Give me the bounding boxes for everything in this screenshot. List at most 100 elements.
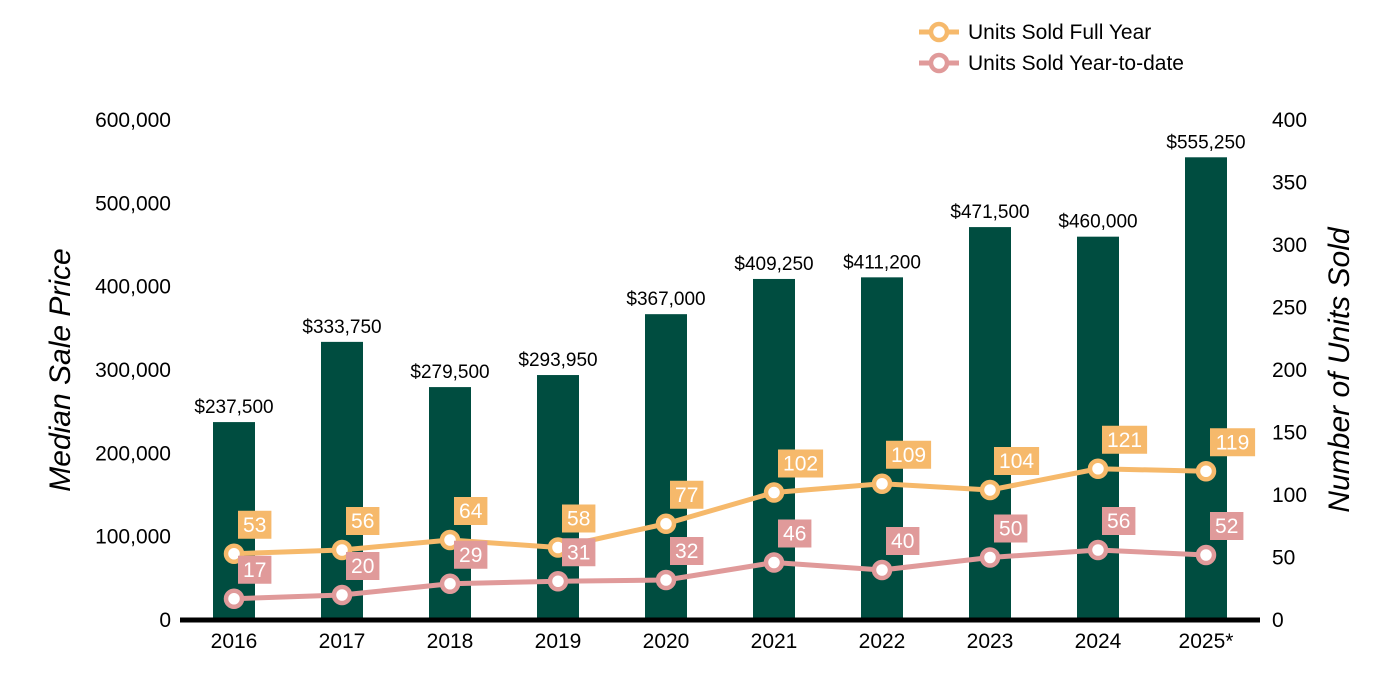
point-label-box (346, 552, 380, 580)
point-value-label: 56 (1107, 510, 1130, 533)
point-value-label: 77 (675, 484, 698, 507)
bar-value-label: $409,250 (734, 254, 813, 275)
point-label-box (994, 514, 1028, 543)
point-label-box (346, 507, 380, 535)
point-value-label: 58 (567, 508, 590, 531)
point-value-label: 53 (243, 514, 266, 537)
axis-layer: 2016 2017 2018 2019 2020 2021 2022 2023 2024 2025… (44, 109, 1356, 653)
x-tick-label: 2016 (211, 630, 258, 653)
point-label-box (670, 480, 704, 509)
y2-tick-label: 150 (1272, 422, 1307, 445)
y-tick-label: 400,000 (95, 276, 171, 299)
y-axis-title: Median Sale Price (44, 248, 77, 491)
labels-layer: 53 56 64 58 77 102 109 104 121 119 17 20 29 31 32 46 40 5… (238, 425, 1256, 584)
series-point (655, 569, 677, 591)
point-label-box (562, 538, 596, 567)
bar-value-label: $237,500 (194, 397, 273, 418)
point-label-box (778, 519, 812, 548)
y-tick-label: 600,000 (95, 109, 171, 132)
point-label-box (778, 449, 824, 478)
bar-2020 (645, 314, 687, 620)
series-point (763, 482, 785, 503)
point-value-label: 64 (459, 500, 483, 523)
point-value-label: 56 (351, 510, 374, 533)
y-tick-label: 0 (159, 609, 171, 632)
series-point (763, 552, 785, 573)
x-tick-label: 2020 (643, 630, 690, 653)
y2-tick-label: 50 (1272, 547, 1295, 570)
series-point (979, 479, 1001, 501)
y2-axis-title: Number of Units Sold (1323, 226, 1356, 512)
point-value-label: 104 (999, 450, 1034, 473)
series-point (655, 513, 677, 534)
legend: Units Sold Full Year Units Sold Year-to-d… (919, 21, 1184, 75)
point-label-box (562, 504, 596, 533)
x-tick-label: 2019 (535, 630, 582, 653)
bar-2025* (1185, 157, 1227, 620)
point-label-box (238, 510, 272, 539)
y2-tick-label: 0 (1272, 609, 1284, 632)
x-tick-label: 2022 (859, 630, 906, 653)
y2-tick-label: 250 (1272, 297, 1307, 320)
point-value-label: 29 (459, 544, 482, 567)
series-point (871, 559, 893, 581)
point-value-label: 121 (1107, 429, 1142, 452)
series-point (871, 473, 893, 494)
x-tick-label: 2021 (751, 630, 798, 653)
series-point (547, 571, 569, 592)
series-point (979, 547, 1001, 568)
point-label-box (1210, 512, 1244, 540)
bar-value-label: $367,000 (626, 289, 705, 310)
bar-value-label: $460,000 (1058, 212, 1137, 233)
legend-label: Units Sold Full Year (968, 21, 1151, 44)
y2-tick-label: 200 (1272, 359, 1307, 382)
point-value-label: 20 (351, 555, 374, 578)
point-label-box (1102, 425, 1148, 454)
point-label-box (238, 555, 272, 584)
point-label-box (670, 537, 704, 565)
point-value-label: 109 (891, 444, 926, 467)
lines-layer (223, 458, 1217, 609)
point-label-box (1102, 507, 1136, 535)
y2-tick-label: 300 (1272, 234, 1307, 257)
y-tick-label: 300,000 (95, 359, 171, 382)
point-label-box (454, 497, 488, 525)
point-label-box (1210, 428, 1256, 457)
point-label-box (886, 440, 932, 469)
x-tick-label: 2017 (319, 630, 366, 653)
x-tick-label: 2018 (427, 630, 474, 653)
point-value-label: 17 (243, 559, 266, 582)
series-line-units-sold-year-to-date (233, 547, 1207, 602)
x-tick-label: 2024 (1075, 630, 1122, 653)
y2-tick-label: 350 (1272, 172, 1307, 195)
point-value-label: 46 (783, 523, 806, 546)
legend-label: Units Sold Year-to-date (968, 52, 1184, 75)
y-tick-label: 100,000 (95, 526, 171, 549)
point-value-label: 50 (999, 518, 1022, 541)
point-value-label: 31 (567, 541, 590, 564)
y2-tick-label: 400 (1272, 109, 1307, 132)
series-point (1087, 539, 1109, 561)
bar-value-label: $471,500 (950, 202, 1029, 223)
series-line-units-sold-full-year (233, 466, 1207, 557)
y-tick-label: 200,000 (95, 442, 171, 465)
bar-value-label: $333,750 (302, 317, 381, 338)
point-value-label: 32 (675, 540, 698, 563)
point-value-label: 52 (1215, 515, 1238, 538)
series-point (331, 584, 353, 606)
legend-swatch-marker (928, 52, 950, 74)
series-point (1195, 461, 1217, 482)
series-point (439, 573, 461, 594)
point-value-label: 40 (891, 530, 914, 553)
legend-swatch-marker (928, 21, 950, 43)
series-point (223, 588, 245, 609)
x-tick-label: 2025* (1179, 630, 1234, 653)
point-value-label: 102 (783, 453, 818, 476)
bar-value-label: $293,950 (518, 350, 597, 371)
point-label-box (454, 540, 488, 569)
y2-tick-label: 100 (1272, 484, 1307, 507)
bar-value-label: $411,200 (843, 252, 921, 273)
point-label-box (886, 527, 920, 555)
point-value-label: 119 (1216, 431, 1249, 454)
